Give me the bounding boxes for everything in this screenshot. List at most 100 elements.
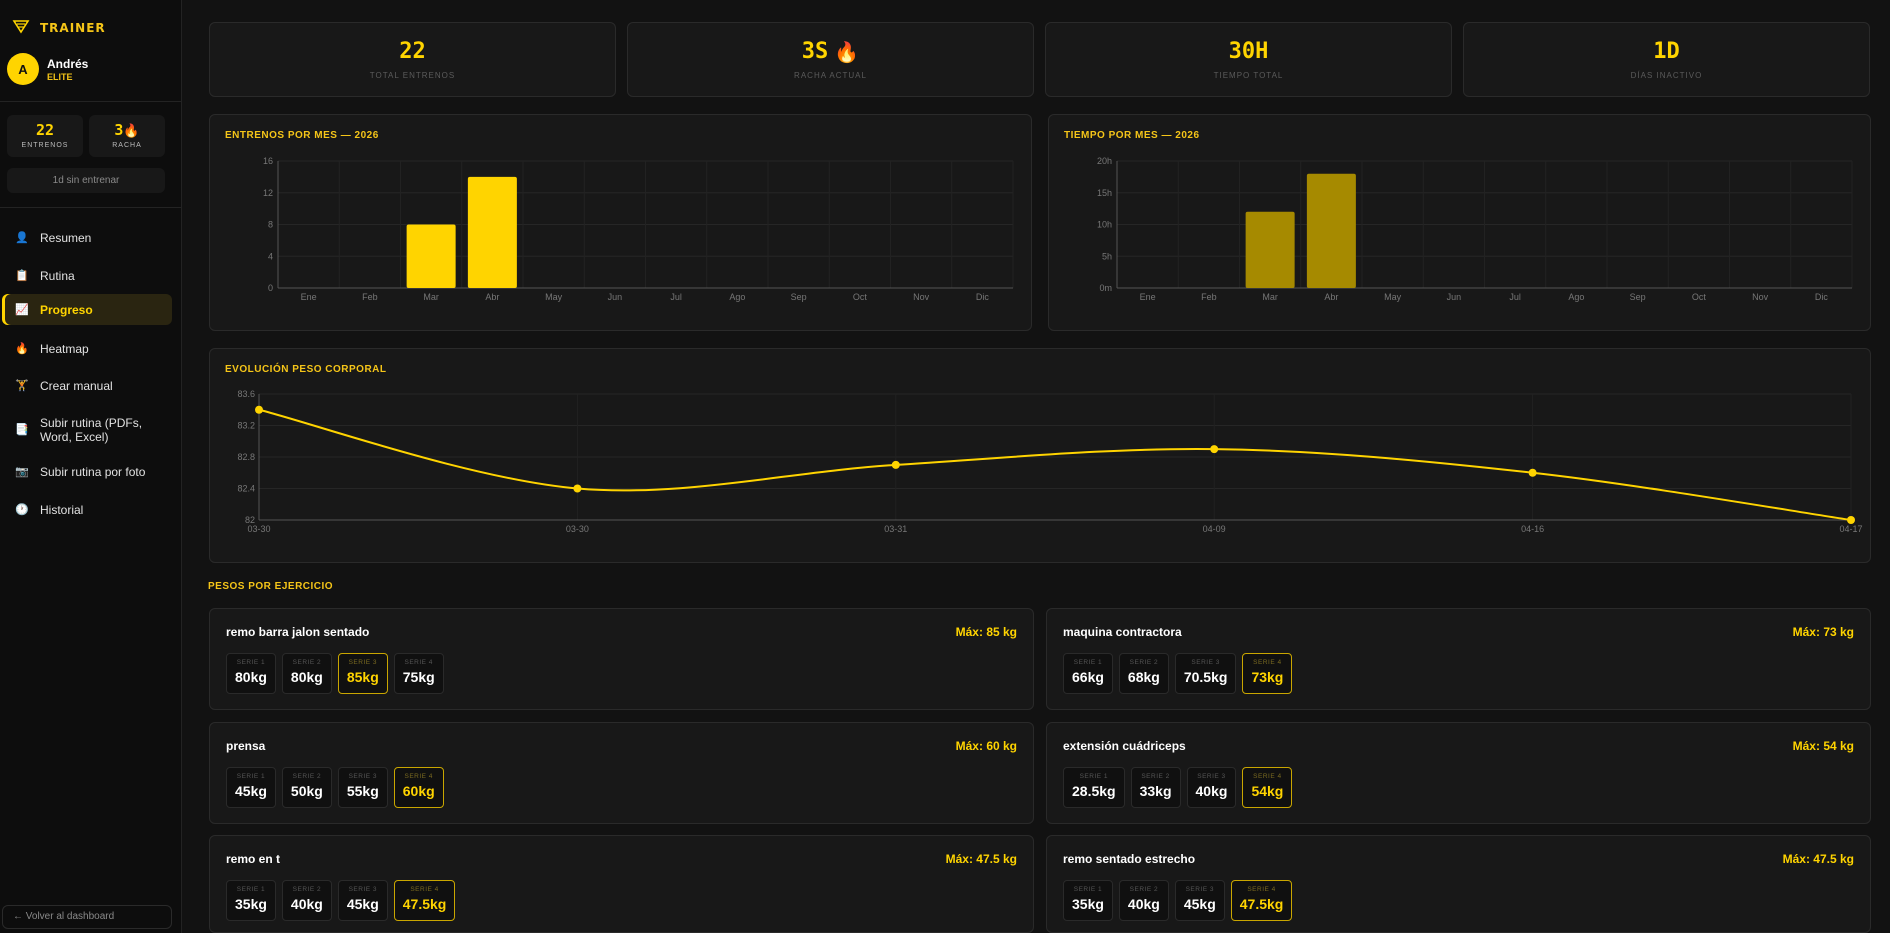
divider	[0, 101, 182, 102]
set-chip: SERIE 1 35kg	[1063, 880, 1113, 921]
set-weight: 54kg	[1251, 783, 1284, 799]
x-tick-label: 03-30	[566, 524, 589, 534]
set-chip: SERIE 2 50kg	[281, 767, 332, 808]
y-tick-label: 8	[268, 220, 273, 230]
set-weight: 45kg	[1183, 896, 1216, 912]
sidebar-stat-value: 22	[35, 121, 55, 139]
y-tick-label: 10h	[1097, 220, 1112, 230]
y-tick-label: 82.4	[237, 484, 255, 494]
data-point	[573, 484, 582, 493]
stat-label: DÍAS INACTIVO	[1630, 71, 1703, 80]
nav-label: Subir rutina (PDFs, Word, Excel)	[40, 416, 143, 444]
app-title: TRAINER	[40, 21, 106, 35]
logo-icon	[10, 18, 32, 38]
bar-mar	[406, 224, 456, 288]
set-weight: 45kg	[346, 896, 379, 912]
exercise-name: prensa	[226, 739, 266, 753]
set-label: SERIE 1	[1079, 773, 1109, 780]
divider	[0, 207, 182, 208]
set-label: SERIE 4	[1253, 659, 1282, 666]
set-chip-max: SERIE 3 85kg	[337, 653, 388, 694]
set-chip: SERIE 2 33kg	[1130, 767, 1181, 808]
nav-item-resumen[interactable]: 👤 Resumen	[2, 222, 172, 253]
nav-item-subir-rutina[interactable]: 📑 Subir rutina (PDFs, Word, Excel)	[2, 409, 172, 451]
bar-abr	[1306, 173, 1356, 288]
x-tick-label: Feb	[1201, 292, 1217, 302]
x-tick-label: 03-30	[247, 524, 270, 534]
nav-label: Resumen	[40, 230, 92, 245]
stat-label: TIEMPO TOTAL	[1213, 71, 1284, 80]
nav-item-progreso[interactable]: 📈 Progreso	[2, 294, 172, 325]
nav-item-heatmap[interactable]: 🔥 Heatmap	[2, 333, 172, 364]
set-weight: 40kg	[290, 896, 323, 912]
y-tick-label: 0m	[1099, 283, 1112, 293]
set-chip-max: SERIE 4 54kg	[1242, 767, 1293, 808]
set-weight: 73kg	[1251, 669, 1284, 685]
set-chip: SERIE 3 40kg	[1186, 767, 1237, 808]
set-weight: 55kg	[346, 783, 379, 799]
x-tick-label: Mar	[423, 292, 439, 302]
fire-icon: 🔥	[123, 124, 140, 139]
y-tick-label: 0	[268, 283, 273, 293]
exercise-name: maquina contractora	[1063, 625, 1182, 639]
nav-label: Heatmap	[40, 341, 89, 356]
data-point	[255, 405, 263, 414]
exercise-sets: SERIE 1 66kg SERIE 2 68kg SERIE 3 70.5kg SERIE…	[1063, 653, 1293, 694]
set-chip: SERIE 2 40kg	[281, 880, 332, 921]
x-tick-label: Sep	[1630, 292, 1646, 302]
exercise-name: remo sentado estrecho	[1063, 852, 1196, 866]
exercise-max: Máx: 85 kg	[955, 625, 1017, 639]
nav-item-subir-foto[interactable]: 📷 Subir rutina por foto	[2, 456, 172, 487]
y-tick-label: 12	[263, 188, 273, 198]
set-chip: SERIE 4 75kg	[393, 653, 444, 694]
user-plan-badge: ELITE	[47, 71, 73, 82]
set-label: SERIE 3	[1191, 659, 1220, 666]
set-weight: 80kg	[290, 669, 323, 685]
set-weight: 45kg	[235, 783, 267, 799]
nav-item-historial[interactable]: 🕐 Historial	[2, 494, 172, 525]
x-tick-label: Abr	[485, 292, 499, 302]
x-tick-label: Nov	[913, 292, 930, 302]
exercise-card: remo sentado estrecho Máx: 47.5 kg SERIE 1…	[1046, 835, 1871, 933]
set-label: SERIE 2	[292, 773, 322, 780]
set-chip: SERIE 1 80kg	[226, 653, 276, 694]
user-profile[interactable]: A Andrés ELITE	[7, 53, 88, 85]
exercise-max: Máx: 60 kg	[955, 739, 1017, 753]
set-label: SERIE 4	[1253, 773, 1282, 780]
set-weight: 68kg	[1127, 669, 1160, 685]
app-logo[interactable]: TRAINER	[10, 18, 106, 38]
back-to-dashboard-button[interactable]: ← Volver al dashboard	[2, 905, 172, 929]
stat-card-dias-inactivo: 1D DÍAS INACTIVO	[1463, 22, 1870, 97]
exercise-card: maquina contractora Máx: 73 kg SERIE 1 66kg…	[1046, 608, 1871, 710]
clock-icon: 🕐	[15, 504, 29, 516]
chart-icon: 📈	[15, 304, 29, 316]
fire-icon: 🔥	[834, 39, 860, 64]
x-tick-label: Dic	[1815, 292, 1828, 302]
inactive-status: 1d sin entrenar	[7, 168, 165, 193]
set-label: SERIE 2	[1129, 886, 1159, 893]
x-tick-label: Ago	[729, 292, 745, 302]
stat-number: 3S	[801, 39, 829, 64]
exercise-sets: SERIE 1 35kg SERIE 2 40kg SERIE 3 45kg SERIE 4…	[1063, 880, 1293, 921]
x-tick-label: 04-17	[1839, 524, 1862, 534]
panel-tiempo-por-mes: TIEMPO POR MES — 2026 0m 5h 10h 15h 20h Ene Fe…	[1048, 114, 1871, 331]
document-icon: 📑	[15, 424, 29, 436]
set-chip: SERIE 1 45kg	[226, 767, 276, 808]
bar-mar	[1245, 211, 1295, 288]
set-weight: 50kg	[290, 783, 323, 799]
set-chip-max: SERIE 4 47.5kg	[1230, 880, 1293, 921]
sidebar-stat-label: ENTRENOS	[21, 142, 69, 149]
y-tick-label: 15h	[1097, 188, 1112, 198]
data-point	[1528, 468, 1537, 477]
exercise-sets: SERIE 1 28.5kg SERIE 2 33kg SERIE 3 40kg SERIE…	[1063, 767, 1293, 808]
exercise-name: remo en t	[226, 852, 281, 866]
exercise-max: Máx: 73 kg	[1792, 625, 1854, 639]
dumbbell-icon: 🏋	[15, 380, 29, 392]
nav-item-crear-manual[interactable]: 🏋 Crear manual	[2, 370, 172, 401]
exercise-max: Máx: 54 kg	[1792, 739, 1854, 753]
exercise-max: Máx: 47.5 kg	[1782, 852, 1854, 866]
set-label: SERIE 2	[1129, 659, 1159, 666]
set-label: SERIE 2	[292, 659, 322, 666]
nav-label: Subir rutina por foto	[40, 464, 146, 479]
nav-item-rutina[interactable]: 📋 Rutina	[2, 260, 172, 291]
